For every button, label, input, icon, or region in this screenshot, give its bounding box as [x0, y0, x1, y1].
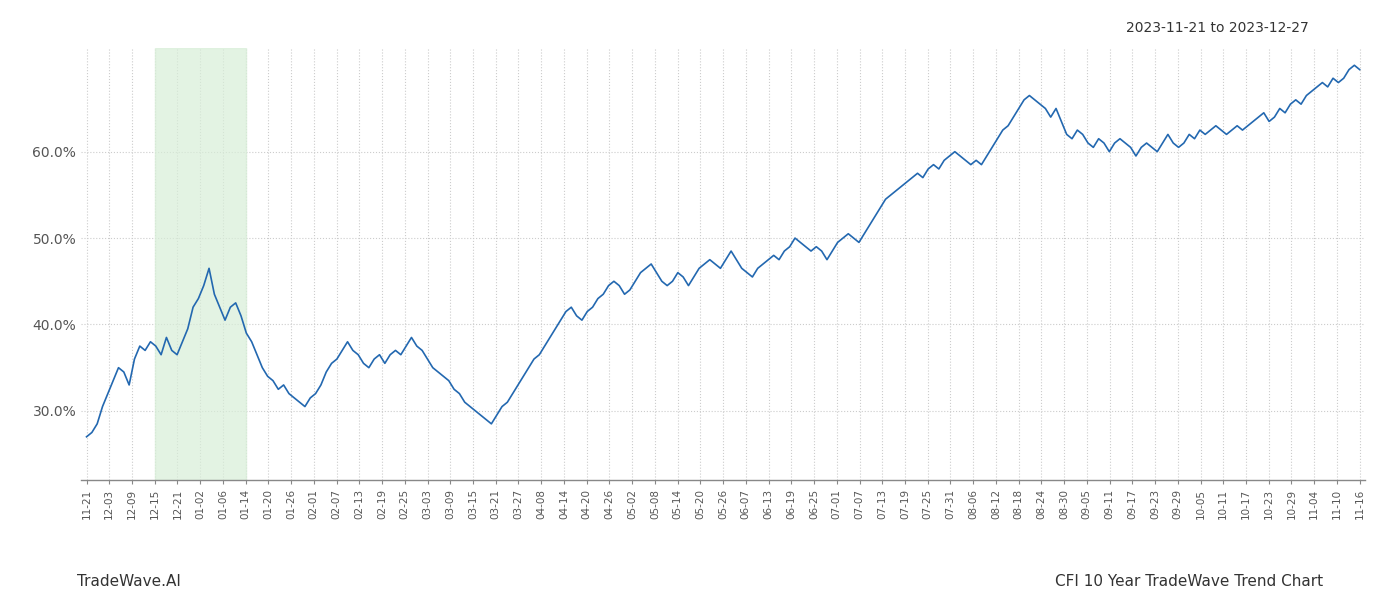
Bar [155, 48, 245, 480]
Text: TradeWave.AI: TradeWave.AI [77, 574, 181, 589]
Text: 2023-11-21 to 2023-12-27: 2023-11-21 to 2023-12-27 [1126, 21, 1309, 35]
Text: CFI 10 Year TradeWave Trend Chart: CFI 10 Year TradeWave Trend Chart [1054, 574, 1323, 589]
